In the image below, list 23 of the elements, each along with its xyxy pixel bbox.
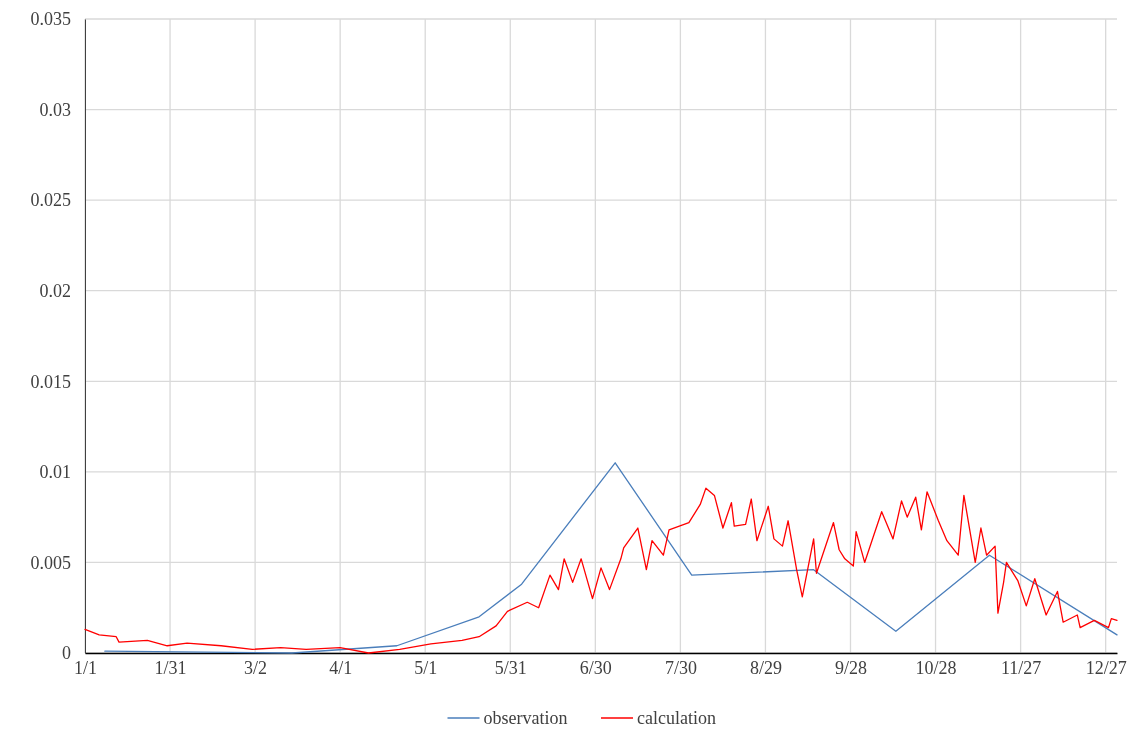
x-tick-label: 11/27 <box>1000 657 1042 678</box>
y-tick-label: 0.02 <box>39 280 71 301</box>
y-tick-label: 0.025 <box>30 190 71 211</box>
x-tick-label: 5/1 <box>414 657 438 678</box>
x-tick-label: 6/30 <box>579 657 612 678</box>
x-tick-label: 7/30 <box>664 657 697 678</box>
y-tick-label: 0.03 <box>39 99 71 120</box>
y-tick-label: 0.01 <box>39 462 71 483</box>
x-tick-label: 10/28 <box>915 657 957 678</box>
legend-label: calculation <box>637 708 716 728</box>
y-tick-label: 0.005 <box>30 552 71 573</box>
legend-label: observation <box>483 708 568 728</box>
x-tick-label: 5/31 <box>494 657 527 678</box>
x-tick-label: 8/29 <box>749 657 782 678</box>
x-tick-label: 4/1 <box>329 657 353 678</box>
x-tick-label: 1/31 <box>154 657 187 678</box>
y-tick-label: 0.035 <box>30 9 71 30</box>
x-tick-label: 12/27 <box>1085 657 1127 678</box>
y-tick-label: 0 <box>62 643 71 664</box>
y-tick-label: 0.015 <box>30 371 71 392</box>
x-tick-label: 3/2 <box>244 657 268 678</box>
x-tick-label: 9/28 <box>834 657 867 678</box>
x-tick-label: 1/1 <box>73 657 98 678</box>
